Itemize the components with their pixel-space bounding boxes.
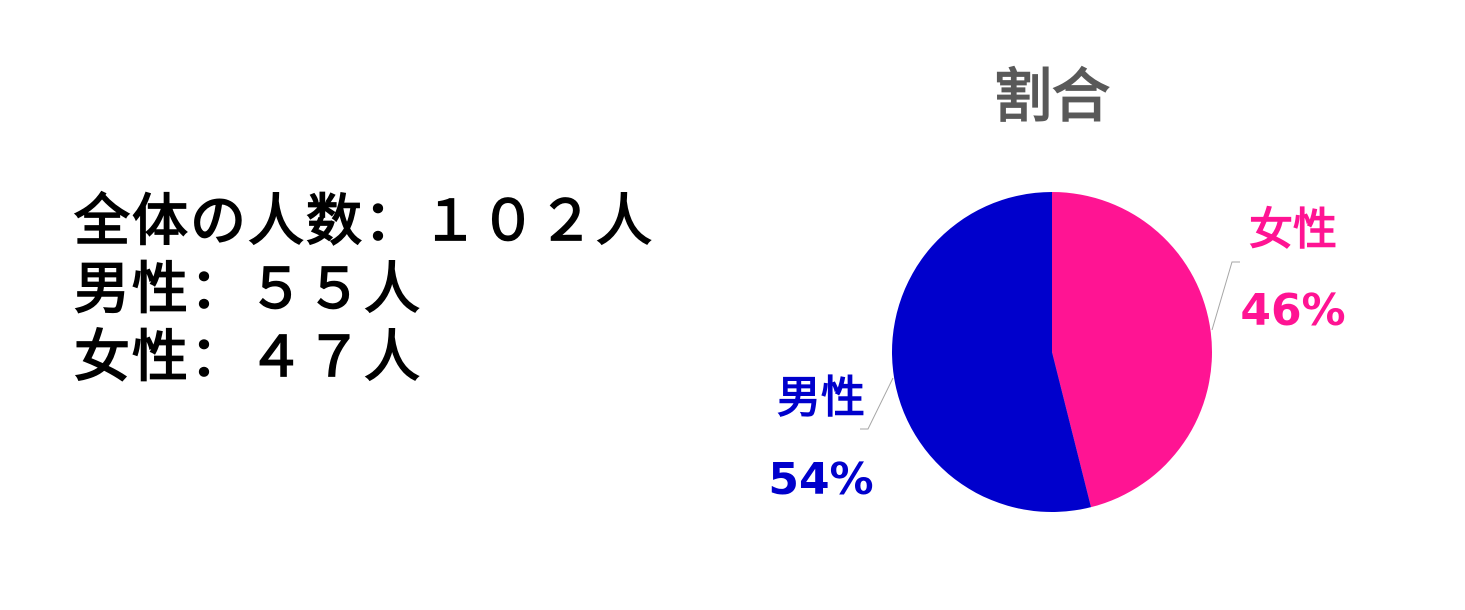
summary-total: 全体の人数：１０２人 — [74, 189, 654, 254]
slice-percent-label: 54% — [768, 454, 873, 505]
chart-title: 割合 — [993, 62, 1110, 130]
summary-female: 女性：４７人 — [74, 325, 422, 390]
slice-percent-label: 46% — [1240, 285, 1345, 336]
slice-name-label: 男性 — [777, 372, 865, 423]
summary-stats: 全体の人数：１０２人 男性：５５人 女性：４７人 — [74, 188, 654, 392]
pie-slice-female — [1052, 192, 1212, 508]
pie-slice-male — [891, 192, 1092, 512]
leader-line-male — [860, 377, 894, 430]
leader-line-female — [1211, 261, 1240, 331]
slice-name-label: 女性 — [1249, 204, 1337, 255]
pie-slices — [891, 192, 1212, 512]
summary-male: 男性：５５人 — [74, 257, 422, 322]
leader-lines — [860, 261, 1240, 430]
slice-labels: 女性 46% 男性 54% — [768, 204, 1345, 505]
